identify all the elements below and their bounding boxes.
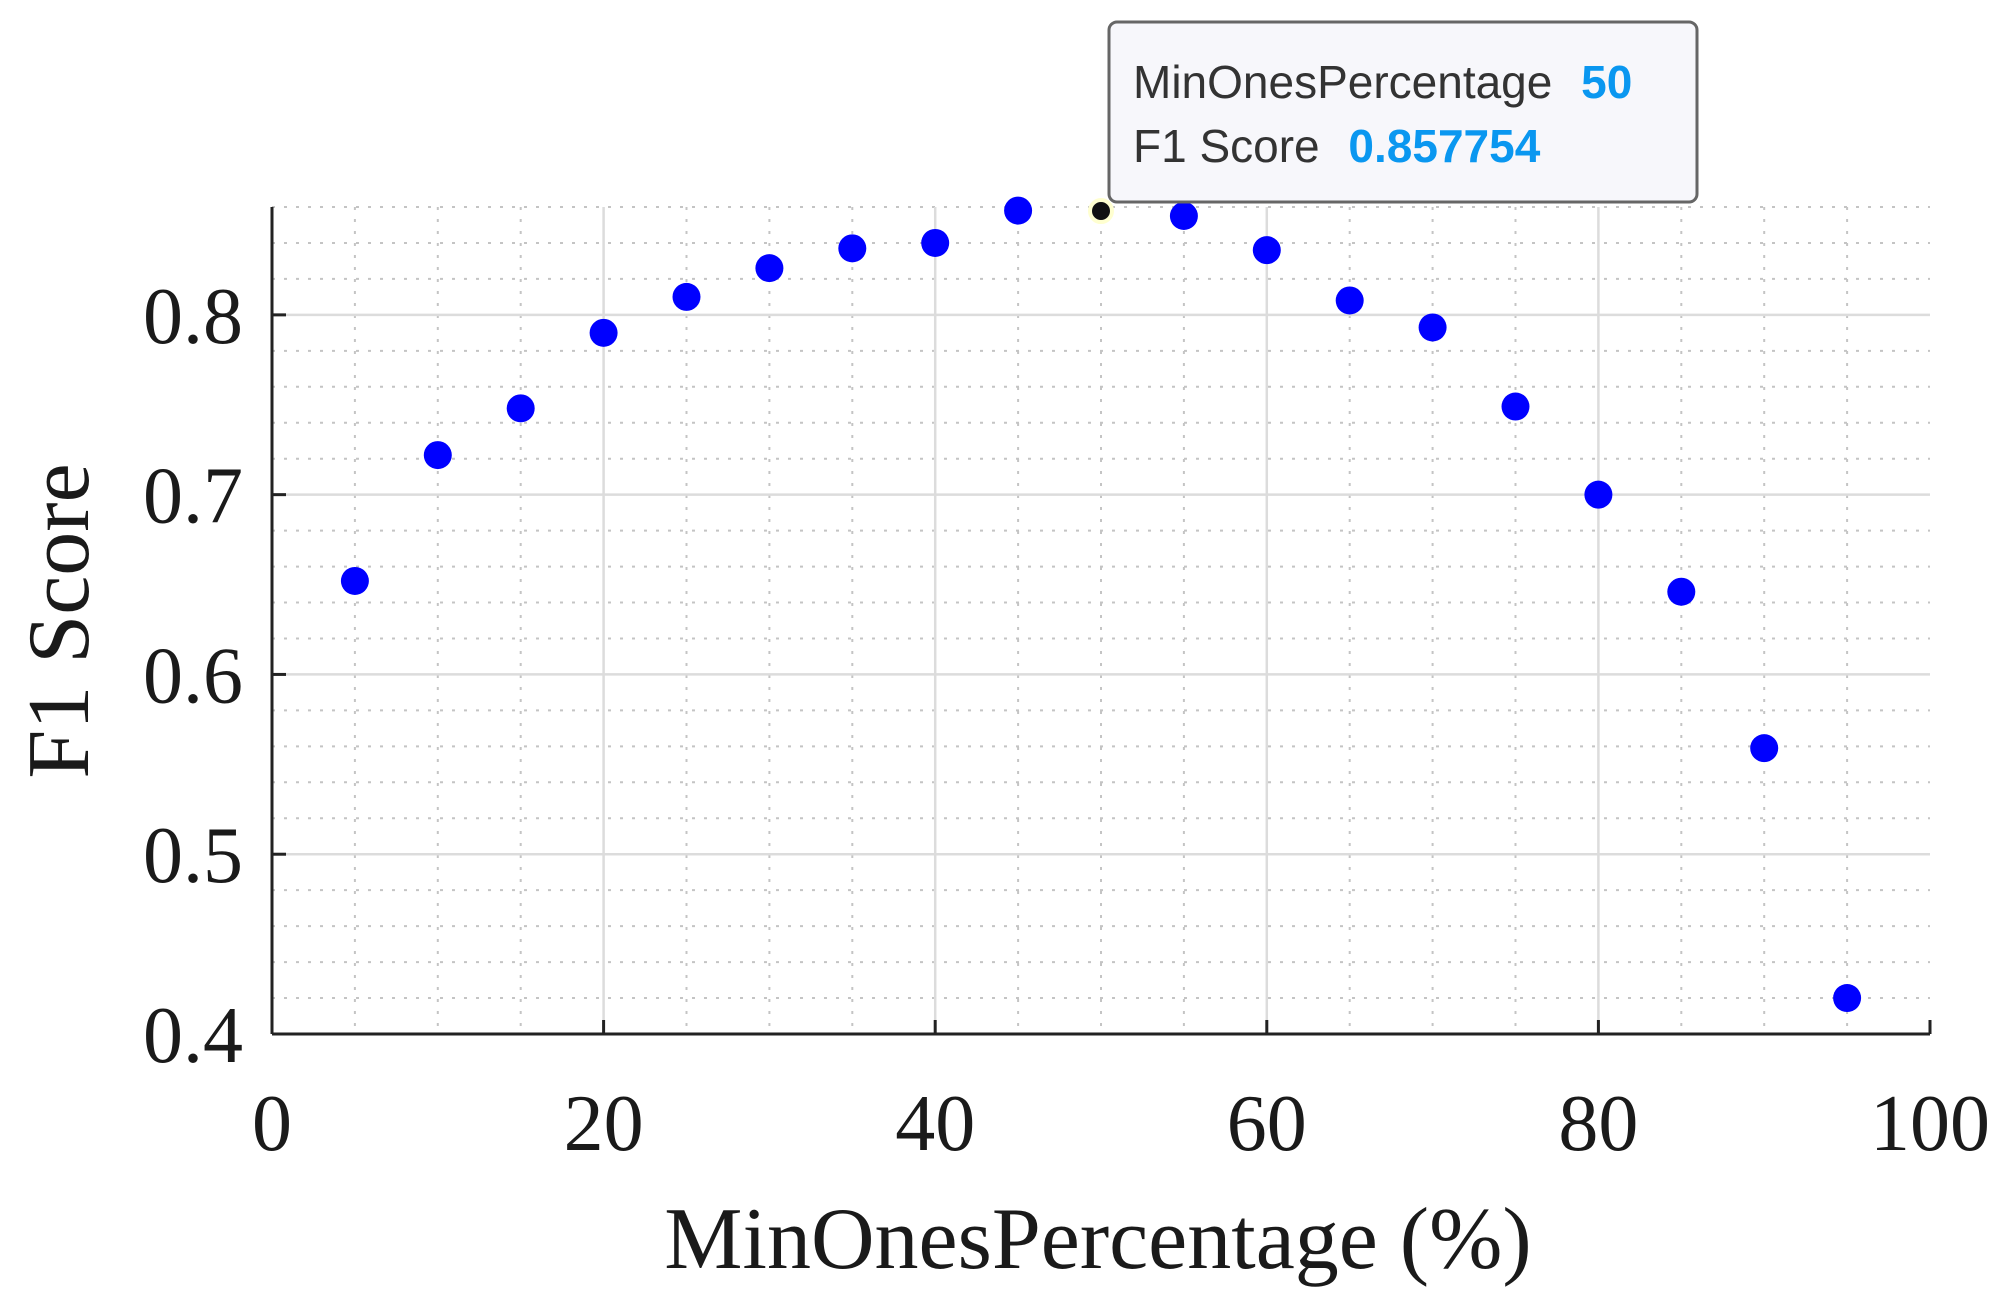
y-axis-title: F1 Score xyxy=(11,463,108,778)
y-tick-label: 0.6 xyxy=(143,632,243,720)
x-tick-label: 100 xyxy=(1870,1080,1990,1168)
axes xyxy=(270,207,1932,1036)
data-point xyxy=(1252,236,1281,265)
x-tick-label: 40 xyxy=(895,1080,975,1168)
grid xyxy=(272,206,1930,1034)
data-point xyxy=(921,228,950,257)
data-point xyxy=(1584,480,1613,509)
y-tick-label: 0.7 xyxy=(143,453,243,541)
datatip-x-label: MinOnesPercentage xyxy=(1133,56,1552,108)
data-point xyxy=(1833,984,1862,1013)
datatip-y-value: 0.857754 xyxy=(1348,120,1540,172)
data-point xyxy=(589,318,618,347)
data-point xyxy=(1667,577,1696,606)
datatip-y-row: F1 Score 0.857754 xyxy=(1133,120,1541,172)
datatip-x-value: 50 xyxy=(1581,56,1632,108)
y-tick-label: 0.4 xyxy=(143,992,243,1080)
data-point xyxy=(506,394,535,423)
x-tick-label: 0 xyxy=(252,1080,292,1168)
x-tick-label: 20 xyxy=(564,1080,644,1168)
y-tick-label: 0.8 xyxy=(143,273,243,361)
datatip-marker xyxy=(1088,198,1114,225)
data-point xyxy=(1501,392,1530,421)
data-point xyxy=(755,254,784,283)
data-point xyxy=(1004,196,1033,225)
data-point xyxy=(1169,201,1198,230)
data-point xyxy=(423,441,452,470)
datatip: MinOnesPercentage 50 F1 Score 0.857754 xyxy=(1088,20,1699,225)
data-point xyxy=(672,282,701,311)
tick-labels: 0 20 40 60 80 100 0.4 0.5 0.6 0.7 0.8 xyxy=(143,273,1990,1168)
datatip-y-label: F1 Score xyxy=(1133,120,1320,172)
data-point xyxy=(1750,734,1779,763)
datatip-box xyxy=(1107,20,1699,204)
datatip-x-row: MinOnesPercentage 50 xyxy=(1133,56,1632,108)
x-axis-title: MinOnesPercentage (%) xyxy=(664,1191,1531,1288)
x-tick-label: 80 xyxy=(1558,1080,1638,1168)
y-tick-label: 0.5 xyxy=(143,812,243,900)
data-point xyxy=(1335,286,1364,315)
x-tick-label: 60 xyxy=(1227,1080,1307,1168)
data-point xyxy=(838,234,867,263)
data-point xyxy=(1418,313,1447,342)
data-point xyxy=(340,566,369,595)
data-points xyxy=(340,196,1862,1013)
